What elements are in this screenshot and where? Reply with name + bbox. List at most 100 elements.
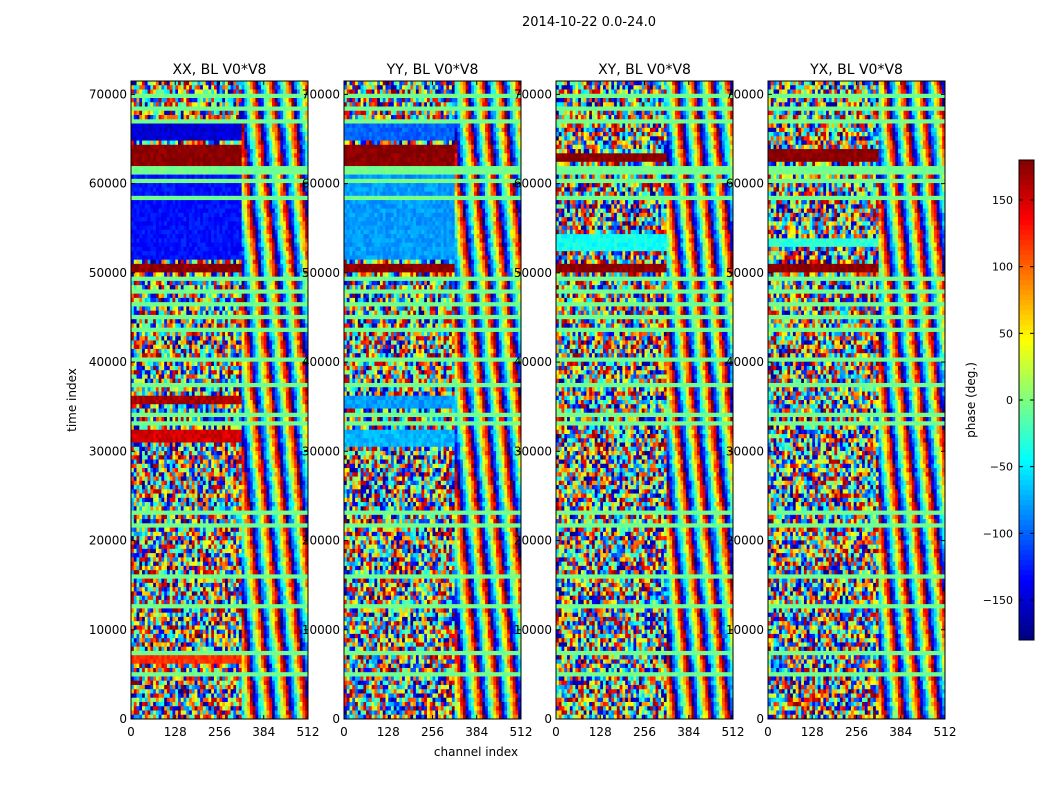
colorbar-segment — [1019, 280, 1034, 286]
figure-suptitle: 2014-10-22 0.0-24.0 — [522, 15, 656, 30]
colorbar-tick-label: 50 — [999, 327, 1013, 340]
y-tick-label: 10000 — [514, 623, 552, 637]
panel-title: XX, BL V0*V8 — [173, 62, 267, 78]
y-tick-label: 0 — [332, 712, 340, 726]
colorbar-segment — [1019, 535, 1034, 541]
panel-title: YY, BL V0*V8 — [386, 62, 479, 78]
y-tick-label: 10000 — [302, 623, 340, 637]
colorbar-segment — [1019, 350, 1034, 356]
colorbar-segment — [1019, 205, 1034, 211]
colorbar-tick-label: 100 — [992, 261, 1013, 274]
panel-title: XY, BL V0*V8 — [598, 62, 691, 78]
y-tick-label: 70000 — [302, 87, 340, 101]
y-tick-label: 70000 — [726, 87, 764, 101]
colorbar-segment — [1019, 470, 1034, 476]
x-tick-label: 256 — [421, 725, 444, 739]
y-tick-label: 40000 — [89, 355, 127, 369]
colorbar-segment — [1019, 465, 1034, 471]
panel-1: XX, BL V0*V8 0 128 256 384 512 0 10000 20000 3000… — [89, 62, 320, 739]
colorbar-segment — [1019, 360, 1034, 366]
x-tick-label: 384 — [465, 725, 488, 739]
colorbar-segment — [1019, 590, 1034, 596]
x-tick-label: 128 — [589, 725, 612, 739]
x-tick-label: 128 — [164, 725, 187, 739]
colorbar-segment — [1019, 260, 1034, 266]
colorbar-tick-label: 0 — [1006, 394, 1013, 407]
y-tick-label: 60000 — [726, 177, 764, 191]
colorbar-segment — [1019, 330, 1034, 336]
x-tick-label: 256 — [208, 725, 231, 739]
colorbar-segment — [1019, 605, 1034, 611]
colorbar-segment — [1019, 170, 1034, 176]
colorbar-segment — [1019, 490, 1034, 496]
colorbar-segment — [1019, 185, 1034, 191]
colorbar-segment — [1019, 620, 1034, 626]
heatmap-panels: XX, BL V0*V8 0 128 256 384 512 0 10000 20000 3000… — [89, 62, 957, 739]
x-tick-label: 0 — [552, 725, 560, 739]
colorbar-segment — [1019, 370, 1034, 376]
colorbar-segment — [1019, 540, 1034, 546]
colorbar-segment — [1019, 190, 1034, 196]
colorbar-segment — [1019, 405, 1034, 411]
x-tick-label: 384 — [252, 725, 275, 739]
colorbar-segment — [1019, 510, 1034, 516]
colorbar-segment — [1019, 195, 1034, 201]
colorbar-segment — [1019, 575, 1034, 581]
colorbar-segment — [1019, 430, 1034, 436]
colorbar-tick-label: −50 — [990, 461, 1013, 474]
heatmap-image — [556, 81, 733, 719]
colorbar-segment — [1019, 380, 1034, 386]
colorbar-segment — [1019, 560, 1034, 566]
colorbar-segment — [1019, 310, 1034, 316]
y-tick-label: 20000 — [514, 534, 552, 548]
panel-2: YY, BL V0*V8 0 128 256 384 512 0 10000 20000 3000… — [302, 62, 533, 739]
y-tick-label: 10000 — [726, 623, 764, 637]
colorbar-segment — [1019, 165, 1034, 171]
y-tick-label: 70000 — [89, 87, 127, 101]
colorbar-segment — [1019, 450, 1034, 456]
colorbar-segment — [1019, 175, 1034, 181]
colorbar-segment — [1019, 385, 1034, 391]
colorbar-segment — [1019, 435, 1034, 441]
y-tick-label: 40000 — [302, 355, 340, 369]
colorbar-segment — [1019, 180, 1034, 186]
y-tick-label: 60000 — [302, 177, 340, 191]
colorbar-segment — [1019, 565, 1034, 571]
colorbar-segment — [1019, 215, 1034, 221]
colorbar-segment — [1019, 245, 1034, 251]
x-tick-label: 384 — [889, 725, 912, 739]
x-tick-label: 512 — [934, 725, 957, 739]
colorbar-segment — [1019, 585, 1034, 591]
x-tick-label: 512 — [297, 725, 320, 739]
colorbar-segment — [1019, 475, 1034, 481]
x-tick-label: 0 — [764, 725, 772, 739]
colorbar-segment — [1019, 210, 1034, 216]
colorbar-segment — [1019, 255, 1034, 261]
colorbar-label: phase (deg.) — [964, 362, 978, 438]
colorbar-segment — [1019, 415, 1034, 421]
y-tick-label: 0 — [119, 712, 127, 726]
colorbar-tick-label: 150 — [992, 194, 1013, 207]
y-tick-label: 30000 — [514, 444, 552, 458]
colorbar-segment — [1019, 305, 1034, 311]
panel-4: YX, BL V0*V8 0 128 256 384 512 0 10000 20000 3000… — [726, 62, 957, 739]
colorbar-segment — [1019, 515, 1034, 521]
colorbar-segment — [1019, 505, 1034, 511]
y-tick-label: 50000 — [514, 266, 552, 280]
colorbar-segment — [1019, 595, 1034, 601]
colorbar-segment — [1019, 410, 1034, 416]
colorbar-segment — [1019, 345, 1034, 351]
colorbar-tick-label: −150 — [983, 594, 1013, 607]
colorbar-segment — [1019, 500, 1034, 506]
heatmap-image — [344, 81, 521, 719]
y-tick-label: 20000 — [302, 534, 340, 548]
y-tick-label: 50000 — [726, 266, 764, 280]
colorbar-segment — [1019, 610, 1034, 616]
y-tick-label: 30000 — [726, 444, 764, 458]
colorbar-segment — [1019, 570, 1034, 576]
y-tick-label: 0 — [756, 712, 764, 726]
colorbar-segment — [1019, 485, 1034, 491]
colorbar-segment — [1019, 400, 1034, 406]
x-tick-label: 128 — [377, 725, 400, 739]
